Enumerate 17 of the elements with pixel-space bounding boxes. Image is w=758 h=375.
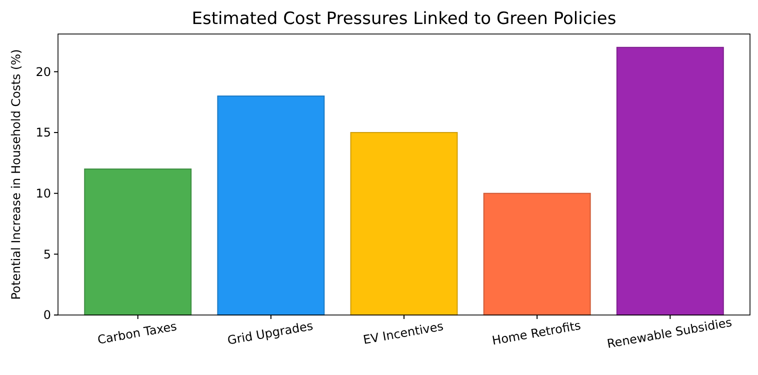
y-axis-title: Potential Increase in Household Costs (%) [9,49,23,300]
y-tick-label: 5 [43,247,51,262]
x-tick-label: Renewable Subsidies [606,315,733,351]
y-tick-label: 0 [43,308,51,322]
x-tick-label: Home Retrofits [491,318,582,348]
bar [350,132,458,316]
x-tick-label: Carbon Taxes [96,319,178,347]
bar [217,96,325,316]
y-tick-label: 20 [36,64,51,79]
x-tick-label: EV Incentives [362,319,444,347]
bar [483,192,591,316]
y-tick-label: 10 [36,186,51,201]
chart-title: Estimated Cost Pressures Linked to Green Policies [192,9,616,29]
bar [616,46,724,316]
bar [84,168,192,316]
x-tick-label: Grid Upgrades [226,318,314,348]
y-tick-label: 15 [36,126,51,140]
